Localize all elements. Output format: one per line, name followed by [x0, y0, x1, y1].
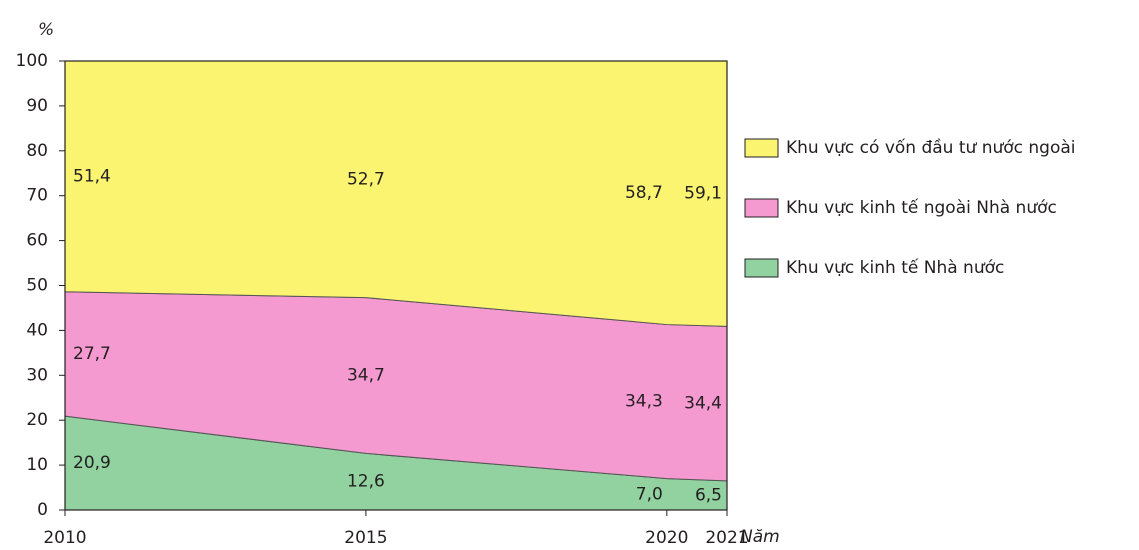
- data-label: 7,0: [636, 484, 663, 504]
- y-tick-label: 70: [26, 186, 48, 206]
- y-tick-label: 100: [16, 51, 48, 71]
- data-label: 27,7: [73, 344, 111, 364]
- data-label: 34,3: [625, 392, 663, 412]
- legend-label: Khu vực kinh tế Nhà nước: [786, 257, 1004, 278]
- y-tick-label: 0: [37, 500, 48, 520]
- x-tick-label: 2021: [705, 528, 748, 548]
- legend-swatch: [744, 258, 779, 278]
- x-tick-label: 2020: [645, 528, 688, 548]
- y-tick-label: 60: [26, 231, 48, 251]
- x-tick-label: 2010: [43, 528, 86, 548]
- y-tick-label: 80: [26, 141, 48, 161]
- data-label: 59,1: [684, 184, 722, 204]
- data-label: 34,7: [347, 366, 385, 386]
- y-tick-label: 50: [26, 276, 48, 296]
- legend-label: Khu vực kinh tế ngoài Nhà nước: [786, 197, 1057, 218]
- y-tick-label: 40: [26, 320, 48, 340]
- legend-swatch: [744, 138, 779, 158]
- data-label: 52,7: [347, 169, 385, 189]
- data-label: 51,4: [73, 166, 111, 186]
- legend-swatch: [744, 198, 779, 218]
- y-tick-label: 30: [26, 365, 48, 385]
- y-axis-label: %: [38, 20, 54, 40]
- legend-label: Khu vực có vốn đầu tư nước ngoài: [786, 137, 1076, 158]
- y-tick-label: 90: [26, 96, 48, 116]
- y-tick-label: 20: [26, 410, 48, 430]
- y-tick-label: 10: [26, 455, 48, 475]
- data-label: 20,9: [73, 453, 111, 473]
- data-label: 34,4: [684, 394, 722, 414]
- data-label: 6,5: [695, 485, 722, 505]
- data-label: 12,6: [347, 472, 385, 492]
- data-label: 58,7: [625, 183, 663, 203]
- x-tick-label: 2015: [344, 528, 387, 548]
- x-axis-label: Năm: [740, 527, 780, 547]
